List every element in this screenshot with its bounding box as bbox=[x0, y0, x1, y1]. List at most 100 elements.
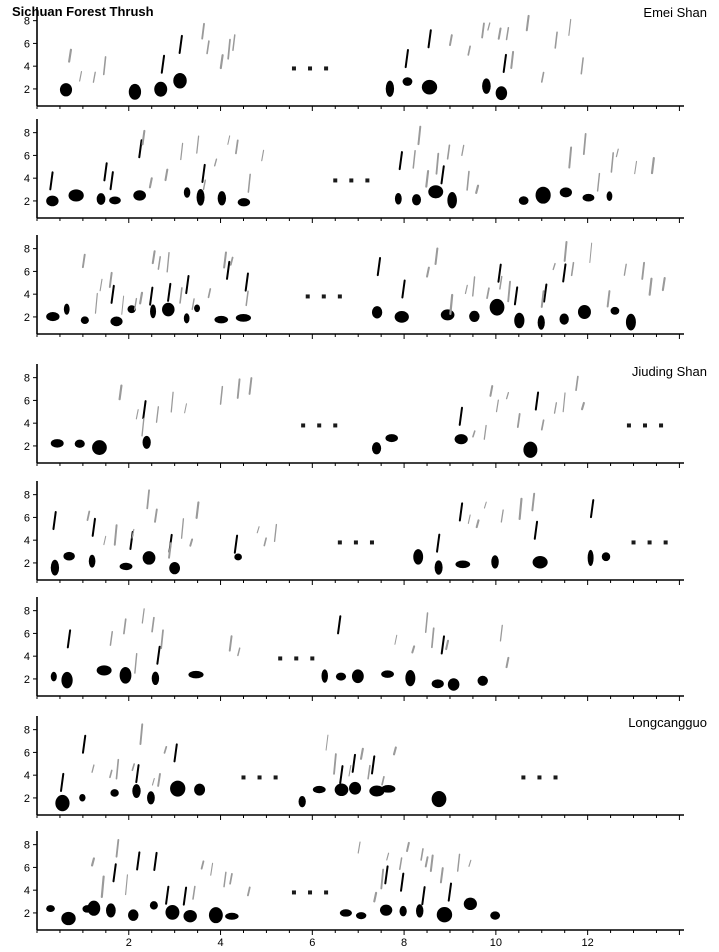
song-note-faint bbox=[505, 656, 510, 669]
song-note bbox=[398, 151, 403, 171]
spectrogram-panel-8: 2 4 6 8 bbox=[24, 831, 684, 935]
song-note-faint bbox=[118, 384, 123, 401]
song-note bbox=[589, 499, 595, 519]
song-note bbox=[312, 785, 326, 794]
song-note bbox=[562, 263, 567, 283]
song-note-faint bbox=[615, 148, 619, 158]
song-note-faint bbox=[151, 777, 155, 786]
song-note-faint bbox=[466, 170, 470, 191]
song-note-faint bbox=[163, 746, 168, 754]
song-note bbox=[502, 53, 507, 73]
song-note-faint bbox=[634, 160, 638, 175]
song-note bbox=[385, 80, 395, 97]
song-note-faint bbox=[227, 135, 231, 145]
song-note bbox=[165, 904, 180, 920]
song-note bbox=[142, 400, 147, 420]
song-note bbox=[412, 194, 422, 206]
song-note bbox=[194, 783, 206, 796]
gap-marker-dot bbox=[241, 775, 246, 780]
song-note-faint bbox=[429, 854, 434, 873]
song-note bbox=[112, 863, 117, 883]
song-note bbox=[587, 549, 594, 566]
song-note bbox=[46, 312, 60, 322]
song-note bbox=[88, 554, 96, 568]
spectrogram-panel-7: 2 4 6 8 bbox=[24, 716, 684, 820]
song-note-faint bbox=[472, 430, 476, 438]
y-tick-label: 4 bbox=[24, 289, 30, 301]
song-note bbox=[153, 851, 158, 871]
song-note bbox=[81, 734, 87, 754]
song-note bbox=[173, 743, 178, 763]
song-note bbox=[601, 552, 611, 562]
song-note-faint bbox=[424, 856, 429, 868]
spectrogram-panel-4: 2 4 6 8 bbox=[24, 364, 684, 468]
song-note-faint bbox=[135, 409, 139, 420]
song-note bbox=[440, 165, 445, 185]
song-note bbox=[455, 560, 471, 569]
song-note bbox=[59, 83, 73, 97]
song-note-faint bbox=[113, 524, 118, 546]
song-note-faint bbox=[461, 144, 465, 156]
song-note-faint bbox=[641, 261, 646, 280]
song-note-faint bbox=[610, 152, 614, 173]
song-note bbox=[66, 629, 72, 649]
song-note-faint bbox=[468, 859, 472, 867]
song-note-faint bbox=[570, 261, 575, 277]
song-note bbox=[405, 670, 416, 687]
song-note-faint bbox=[109, 769, 113, 779]
song-note-faint bbox=[100, 875, 105, 899]
song-note-faint bbox=[359, 747, 364, 760]
song-note bbox=[351, 669, 364, 684]
song-note bbox=[518, 196, 529, 205]
song-note-faint bbox=[481, 22, 485, 39]
spectrogram-panel-2: 2 4 6 8 bbox=[24, 119, 684, 223]
song-note bbox=[543, 283, 548, 303]
song-note-faint bbox=[180, 142, 184, 161]
song-note bbox=[60, 772, 65, 792]
song-note bbox=[147, 791, 155, 805]
song-note-faint bbox=[472, 276, 476, 297]
song-note-faint bbox=[464, 284, 468, 295]
site-label-emei-shan: Emei Shan bbox=[643, 5, 707, 20]
song-note bbox=[103, 162, 108, 182]
song-note-faint bbox=[123, 618, 127, 635]
gap-marker-dot bbox=[647, 540, 652, 545]
y-tick-label: 6 bbox=[24, 395, 30, 407]
song-note-faint bbox=[141, 129, 146, 146]
song-note bbox=[427, 29, 432, 49]
song-note bbox=[534, 391, 540, 411]
song-note-faint bbox=[91, 764, 95, 773]
song-note-faint bbox=[420, 848, 424, 861]
song-note-faint bbox=[552, 262, 556, 271]
spectrogram-panel-5: 2 4 6 8 bbox=[24, 481, 684, 585]
song-note-faint bbox=[223, 871, 227, 888]
y-tick-label: 8 bbox=[24, 725, 30, 737]
song-note bbox=[91, 517, 96, 537]
song-note-faint bbox=[229, 873, 233, 885]
gap-marker-dot bbox=[537, 775, 542, 780]
song-note-faint bbox=[495, 399, 499, 413]
song-note bbox=[402, 77, 413, 86]
song-note bbox=[169, 561, 180, 575]
song-note bbox=[109, 171, 114, 191]
song-note-faint bbox=[568, 146, 573, 169]
song-note bbox=[149, 286, 154, 306]
song-note bbox=[183, 187, 191, 198]
song-note-faint bbox=[166, 251, 170, 273]
gap-marker-dot bbox=[317, 423, 322, 428]
song-note bbox=[321, 669, 328, 683]
y-tick-label: 4 bbox=[24, 770, 30, 782]
song-note bbox=[185, 275, 190, 295]
song-note bbox=[237, 198, 251, 207]
song-note bbox=[458, 406, 463, 426]
y-tick-label: 6 bbox=[24, 862, 30, 874]
song-note-faint bbox=[417, 125, 422, 146]
song-note-faint bbox=[195, 501, 200, 519]
song-note-faint bbox=[499, 624, 503, 642]
song-note bbox=[537, 315, 545, 330]
song-note bbox=[110, 284, 115, 304]
song-note bbox=[110, 789, 119, 797]
y-tick-label: 4 bbox=[24, 418, 30, 430]
song-note-faint bbox=[223, 251, 227, 269]
song-note bbox=[63, 551, 75, 561]
